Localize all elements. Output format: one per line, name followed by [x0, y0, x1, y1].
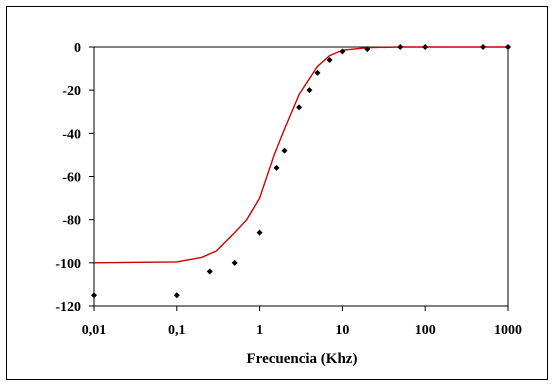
data-point-marker	[314, 69, 321, 76]
axes	[93, 46, 509, 307]
y-tick-label: -120	[55, 300, 81, 315]
fit-curve-layer	[93, 46, 508, 264]
data-point-marker	[173, 292, 180, 299]
data-point-marker	[273, 164, 280, 171]
x-tick-label: 0,01	[82, 323, 107, 338]
data-point-marker	[91, 292, 97, 299]
data-point-marker	[306, 87, 313, 94]
data-point-marker	[281, 147, 288, 154]
data-point-marker	[364, 46, 371, 53]
x-axis-title: Frecuencia (Khz)	[247, 351, 358, 367]
x-tick-label: 1000	[494, 323, 522, 338]
data-point-marker	[326, 56, 333, 63]
x-tick-label: 1	[256, 323, 263, 338]
chart-frame	[6, 6, 548, 380]
data-points-layer	[91, 44, 511, 299]
y-tick-label: 0	[74, 41, 81, 56]
x-tick-label: 0,1	[168, 323, 186, 338]
data-point-marker	[339, 48, 346, 55]
fit-curve-line	[93, 46, 508, 264]
data-point-marker	[231, 259, 238, 266]
data-point-marker	[422, 44, 429, 50]
data-point-marker	[505, 44, 511, 50]
x-tick-label: 100	[415, 323, 436, 338]
y-tick-label: -100	[55, 257, 81, 272]
y-tick-label: -80	[62, 214, 81, 229]
y-tick-label: -40	[62, 127, 81, 142]
plot-area-border	[93, 46, 509, 307]
data-point-marker	[480, 44, 487, 50]
data-point-marker	[296, 104, 303, 111]
y-tick-label: -60	[62, 171, 81, 186]
data-point-marker	[256, 229, 263, 236]
x-tick-label: 10	[335, 323, 349, 338]
data-point-marker	[206, 268, 213, 275]
y-tick-label: -20	[62, 84, 81, 99]
data-point-marker	[397, 44, 404, 50]
